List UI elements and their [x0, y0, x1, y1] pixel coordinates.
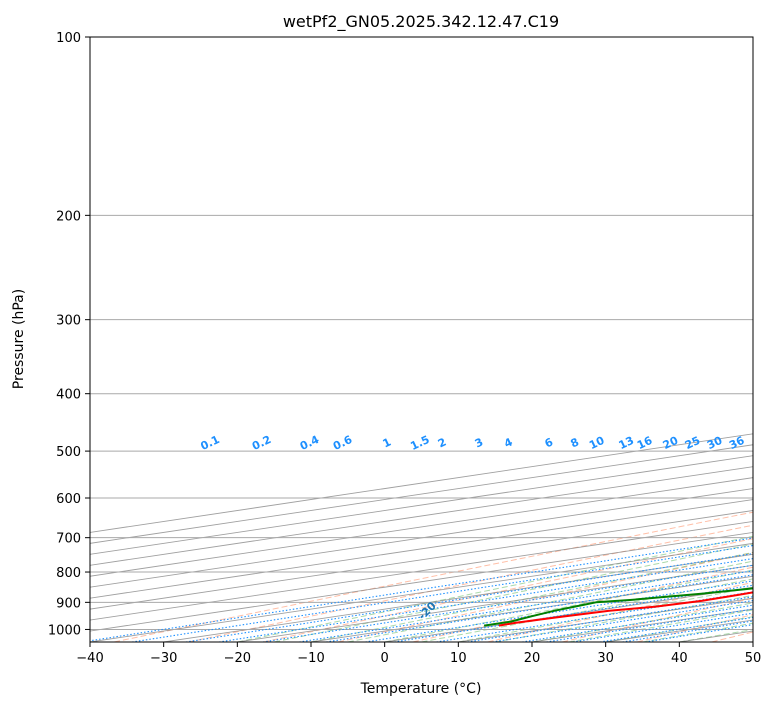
x-tick-label: −30	[150, 651, 177, 666]
mixing-ratio-label: 0.6	[331, 433, 354, 453]
mixing-ratio-line	[185, 553, 753, 642]
x-tick-label: 40	[671, 651, 688, 666]
mixing-ratio-line	[326, 574, 753, 642]
dry-adiabat-line	[562, 597, 753, 642]
plot-area: -100-90-80-70-60-50-40-30-20-10010203040…	[44, 37, 753, 688]
dry-adiabat-line	[636, 614, 753, 642]
isotherm-line	[90, 444, 753, 544]
x-tick-label: 30	[597, 651, 614, 666]
x-tick-label: −20	[224, 651, 251, 666]
mixing-ratio-label: 1	[381, 435, 393, 450]
x-axis-label: Temperature (°C)	[360, 681, 482, 697]
x-tick-label: 50	[745, 651, 762, 666]
dry-adiabat-line	[487, 581, 753, 642]
isotherm-line	[90, 433, 753, 533]
isotherm-line	[752, 641, 753, 642]
mixing-ratio-label: 0.2	[250, 433, 273, 453]
mixing-ratio-label: 0.4	[298, 433, 321, 453]
x-axis: −40 −30 −20 −10 0 10 20 30 40 50	[76, 642, 761, 666]
isotherm-line	[679, 630, 753, 642]
isotherm-label: -10	[44, 665, 67, 688]
moist-adiabat-line	[531, 602, 753, 642]
mixing-ratio-label: 20	[661, 434, 681, 452]
moist-adiabat-line	[237, 535, 753, 642]
moist-adiabat-line	[384, 569, 753, 642]
x-tick-label: −10	[297, 651, 324, 666]
moist-adiabat-line	[458, 586, 753, 642]
y-axis: 1000 900 800 700 600 500 400 300 200 100	[48, 31, 90, 638]
mixing-ratio-label: 3	[473, 435, 485, 450]
mixing-ratio-label: 4	[502, 435, 515, 450]
isotherm-line	[90, 531, 753, 632]
isotherm-line	[310, 575, 753, 642]
x-tick-label: 10	[450, 651, 467, 666]
dry-adiabat-line	[113, 511, 753, 642]
mixing-ratio-line	[262, 564, 753, 642]
moist-adiabat-line	[421, 578, 753, 642]
line-labels: -100-90-80-70-60-50-40-30-20-10010203040…	[44, 433, 747, 688]
mixing-ratio-line	[572, 612, 753, 642]
mixing-ratio-label: 0.1	[198, 433, 221, 453]
moist-adiabat-line	[679, 629, 753, 642]
y-tick-label: 900	[56, 596, 81, 611]
mixing-ratio-label: 10	[587, 434, 607, 452]
dry-adiabat-line	[412, 566, 753, 642]
isotherm-line	[90, 488, 753, 588]
isotherm-line	[237, 564, 753, 642]
isotherm-line	[90, 466, 753, 566]
mixing-ratio-line	[299, 570, 753, 642]
isotherm-line	[531, 608, 753, 642]
mixing-ratio-line	[546, 608, 753, 642]
moist-adiabat-line	[642, 622, 753, 642]
mixing-ratio-line	[218, 558, 753, 642]
x-tick-label: −40	[76, 651, 103, 666]
x-tick-label: 0	[381, 651, 389, 666]
x-tick-label: 20	[524, 651, 541, 666]
chart-title: wetPf2_GN05.2025.342.12.47.C19	[283, 12, 559, 32]
moist-adiabat-line	[568, 609, 753, 642]
y-axis-label: Pressure (hPa)	[11, 289, 27, 389]
y-tick-label: 500	[56, 445, 81, 460]
mixing-ratio-label: 25	[683, 434, 702, 452]
mixing-ratio-label: 1.5	[408, 433, 431, 453]
dry-adiabat-line	[711, 631, 753, 642]
y-tick-label: 300	[56, 314, 81, 329]
moist-adiabat-line	[310, 551, 753, 642]
isotherm-line	[90, 542, 753, 642]
isotherm-line	[90, 520, 753, 621]
moist-adiabat-line	[495, 594, 753, 642]
mixing-ratio-label: 8	[569, 435, 581, 450]
mixing-ratio-label: 13	[617, 434, 636, 452]
moist-adiabat-line	[347, 560, 753, 642]
mixing-ratio-line	[522, 604, 753, 642]
y-tick-label: 100	[56, 31, 81, 46]
y-tick-label: 700	[56, 532, 81, 547]
y-tick-label: 1000	[48, 623, 81, 638]
mixing-ratio-line	[645, 624, 753, 642]
isotherm-line	[90, 499, 753, 599]
plot-frame	[89, 36, 754, 643]
y-tick-label: 400	[56, 388, 81, 403]
y-tick-label: 200	[56, 209, 81, 224]
background-lines	[90, 37, 753, 642]
isotherm-line	[458, 597, 753, 642]
y-tick-label: 800	[56, 566, 81, 581]
dry-adiabat-line	[263, 538, 753, 642]
mixing-ratio-label: 2	[436, 435, 448, 450]
isotherm-line	[90, 477, 753, 577]
mixing-ratio-label: 6	[543, 435, 556, 450]
mixing-ratio-label: 36	[727, 434, 747, 452]
mixing-ratio-line	[599, 616, 753, 642]
mixing-ratio-label: 30	[705, 434, 725, 452]
mixing-ratio-label: 16	[635, 434, 655, 452]
isotherm-line	[90, 510, 753, 610]
isotherm-line	[90, 455, 753, 555]
y-tick-label: 600	[56, 492, 81, 507]
moist-adiabat-line	[274, 543, 753, 642]
